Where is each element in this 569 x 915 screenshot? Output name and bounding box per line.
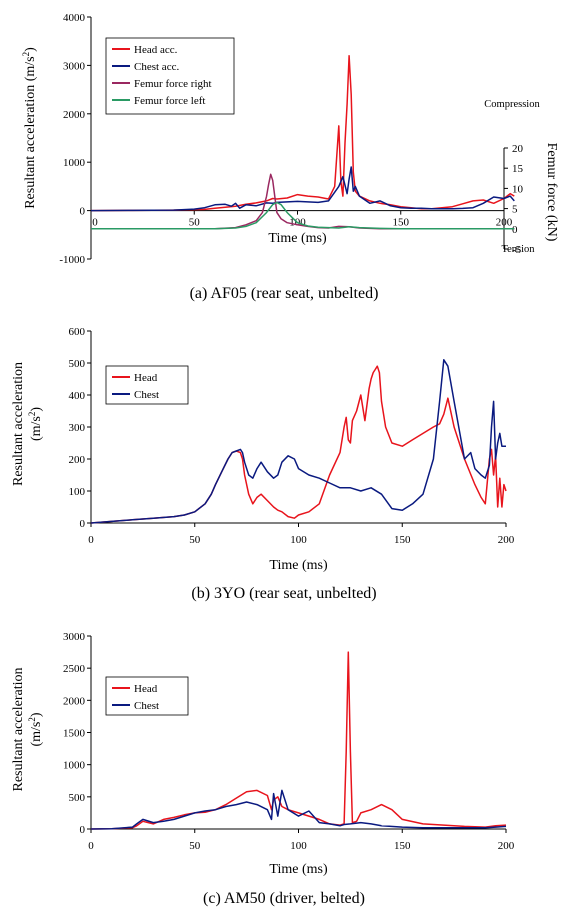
y2-tick-label: -5	[512, 244, 522, 256]
x-tick-label: 50	[189, 217, 201, 229]
y-axis-label: Resultant acceleration (m/s2)	[21, 47, 38, 209]
chart-caption: (c) AM50 (driver, belted)	[203, 890, 365, 907]
series-line-femur-force-left	[91, 201, 515, 230]
x-tick-label: 100	[290, 534, 307, 546]
y2-axis-label: Femur force (kN)	[544, 143, 559, 242]
x-tick-label: 0	[88, 840, 94, 852]
y-tick-label: 2000	[63, 109, 86, 121]
series-line-head-acc-	[90, 54, 515, 212]
y-tick-label: 0	[80, 518, 86, 530]
x-tick-label: 150	[393, 217, 410, 229]
y-tick-label: 3000	[63, 60, 86, 72]
y-tick-label: 200	[69, 454, 86, 466]
y2-tick-label: 10	[512, 183, 524, 195]
legend-label: Chest	[134, 389, 159, 401]
series-line-chest-acc-	[90, 166, 515, 212]
y-tick-label: 1000	[63, 760, 86, 772]
y-tick-label: 2500	[63, 663, 86, 675]
x-tick-label: 0	[92, 217, 98, 229]
y2-bottom-label: Tension	[501, 244, 535, 255]
chart-b: 0 100 200 300 400 500 600 0 50 100 150 200 Time (ms)…	[11, 326, 515, 602]
x-tick-label: 100	[290, 840, 307, 852]
y2-top-label: Compression	[484, 99, 540, 110]
x-axis-label: Time (ms)	[269, 862, 328, 877]
legend-label: Femur force right	[134, 78, 212, 90]
legend-box	[105, 676, 189, 716]
y2-tick-label: 20	[512, 143, 524, 155]
y-tick-label: 2000	[63, 695, 86, 707]
legend-box	[105, 37, 235, 115]
y-tick-label: 100	[69, 486, 86, 498]
series-line-head	[90, 651, 507, 830]
y-tick-label: 500	[69, 358, 86, 370]
y-tick-label: 500	[69, 792, 86, 804]
y-axis-label-line2: (m/s2)	[27, 712, 44, 746]
y2-tick-label: 15	[512, 163, 524, 175]
y-tick-label: 300	[69, 422, 86, 434]
y-axis-label-line1: Resultant acceleration	[11, 668, 26, 792]
y-tick-label: 0	[80, 824, 86, 836]
legend-label: Chest acc.	[134, 61, 179, 73]
legend-box	[105, 365, 189, 405]
x-tick-label: 50	[189, 534, 201, 546]
chart-caption: (a) AF05 (rear seat, unbelted)	[190, 285, 379, 302]
y-axis-label-line1: Resultant acceleration	[11, 362, 26, 486]
x-tick-label: 0	[88, 534, 94, 546]
legend-label: Head acc.	[134, 44, 178, 56]
legend-label: Head	[134, 372, 158, 384]
y-tick-label: 4000	[63, 12, 86, 24]
legend-label: Femur force left	[134, 95, 205, 107]
y-tick-label: 600	[69, 326, 86, 338]
y2-tick-label: 0	[512, 224, 518, 236]
x-tick-label: 50	[189, 840, 201, 852]
x-axis-label: Time (ms)	[269, 558, 328, 573]
x-tick-label: 200	[498, 840, 515, 852]
x-tick-label: 150	[394, 534, 411, 546]
series-line-chest	[90, 359, 506, 524]
legend-label: Head	[134, 683, 158, 695]
x-tick-label: 150	[394, 840, 411, 852]
series-line-chest	[90, 789, 507, 830]
y-axis-label-line2: (m/s2)	[27, 407, 44, 441]
y2-tick-label: 5	[512, 204, 518, 216]
y-tick-label: 0	[80, 206, 86, 218]
chart-caption: (b) 3YO (rear seat, unbelted)	[191, 585, 376, 602]
x-tick-label: 200	[498, 534, 515, 546]
y-tick-label: 400	[69, 390, 86, 402]
y-tick-label: 3000	[63, 631, 86, 643]
y-tick-label: -1000	[59, 254, 85, 266]
chart-c: 0 500 1000 1500 2000 2500 3000 0 50 100 150 200 Time…	[11, 631, 515, 907]
y-tick-label: 1500	[63, 728, 86, 740]
x-axis-label: Time (ms)	[268, 231, 327, 246]
y-tick-label: 1000	[63, 157, 86, 169]
legend-label: Chest	[134, 700, 159, 712]
